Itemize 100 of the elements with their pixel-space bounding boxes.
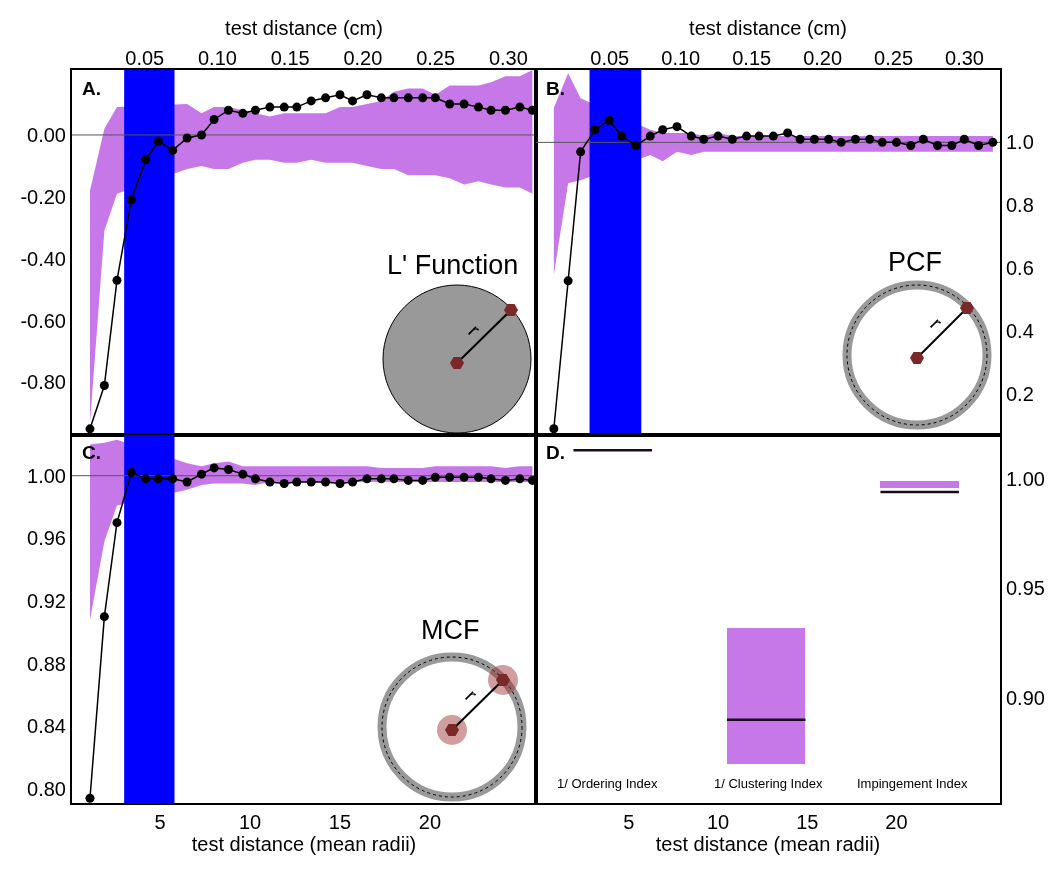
point [486,105,496,115]
point [727,134,737,144]
point [250,474,260,484]
y-tick-label: 1.00 [1006,467,1045,490]
point [168,145,178,155]
x2-tick-label: 0.10 [661,47,701,69]
x-tick-label: 15 [796,811,819,833]
annotation: PCF [888,247,942,277]
point [362,90,372,100]
x-tick-label: 5 [623,811,635,833]
point [348,96,358,106]
point [85,424,95,434]
y-tick-label: 0.92 [27,589,66,612]
y-tick-label: 0.90 [1006,686,1045,709]
point [238,108,248,118]
point [141,155,151,165]
y-tick-label: 0.2 [1006,383,1034,406]
x-axis-title: test distance (mean radii) [655,833,881,855]
point [795,134,805,144]
annotation: r [464,320,485,341]
point [576,147,586,157]
annotation: 1/ Clustering Index [714,776,823,791]
x-tick-label: 15 [328,811,352,833]
y-tick-label: 0.4 [1006,320,1034,343]
y-tick-label: 0.8 [1006,194,1034,217]
point [865,134,875,144]
point [430,93,440,103]
point [850,134,860,144]
y-tick-label: 0.00 [27,123,66,146]
point [126,468,136,478]
x2-tick-label: 0.25 [416,47,456,69]
point [959,134,969,144]
x2-tick-label: 0.05 [125,47,165,69]
y-tick-label: 0.88 [27,652,66,675]
point [182,477,192,487]
point [250,105,260,115]
point [783,128,793,138]
x-tick-label: 5 [154,811,166,833]
y-tick-label: -0.80 [20,371,66,394]
point [631,141,641,151]
point [335,90,345,100]
annotation: MCF [421,615,480,645]
x-tick-label: 10 [238,811,262,833]
x2-tick-label: 0.20 [803,47,843,69]
point [126,195,136,205]
point [836,137,846,147]
point [515,474,525,484]
y-tick-label: -0.60 [20,309,66,332]
y-tick-label: 0.80 [27,777,66,800]
y-tick-label: -0.20 [20,185,66,208]
point [99,381,109,391]
point [99,612,109,622]
annotation: Impingement Index [857,776,969,791]
x2-axis-title: test distance (cm) [689,16,847,39]
point [658,125,668,135]
point [348,477,358,487]
x2-tick-label: 0.30 [488,47,528,69]
point [85,793,95,803]
point [918,134,928,144]
point [754,131,764,141]
point [321,93,331,103]
point [418,475,428,485]
x2-tick-label: 0.25 [874,47,914,69]
point [168,474,178,484]
point [306,477,316,487]
point [141,474,151,484]
point [672,122,682,132]
x2-tick-label: 0.30 [945,47,984,69]
point [112,275,122,285]
point [947,141,957,151]
point [196,130,206,140]
point [223,105,233,115]
annotation: B. [546,78,565,99]
point [933,141,943,151]
point [112,518,122,528]
y-tick-label: -0.40 [20,247,66,270]
point [515,102,525,112]
annotation: r [926,313,947,334]
x-tick-label: 20 [885,811,908,833]
point [645,131,655,141]
point [279,102,289,112]
point [209,463,219,473]
point [974,141,984,151]
point [486,474,496,484]
x-tick-label: 10 [706,811,730,833]
point [445,99,455,109]
x-axis-title: test distance (mean radii) [191,833,417,855]
annotation: r [461,685,482,706]
point [891,137,901,147]
point [590,125,600,135]
point [403,475,413,485]
point [824,134,834,144]
annotation: 1/ Ordering Index [557,776,658,791]
point [389,474,399,484]
point [403,93,413,103]
x2-tick-label: 0.10 [197,47,237,69]
point [182,133,192,143]
point [445,472,455,482]
point [988,137,998,147]
point [321,477,331,487]
